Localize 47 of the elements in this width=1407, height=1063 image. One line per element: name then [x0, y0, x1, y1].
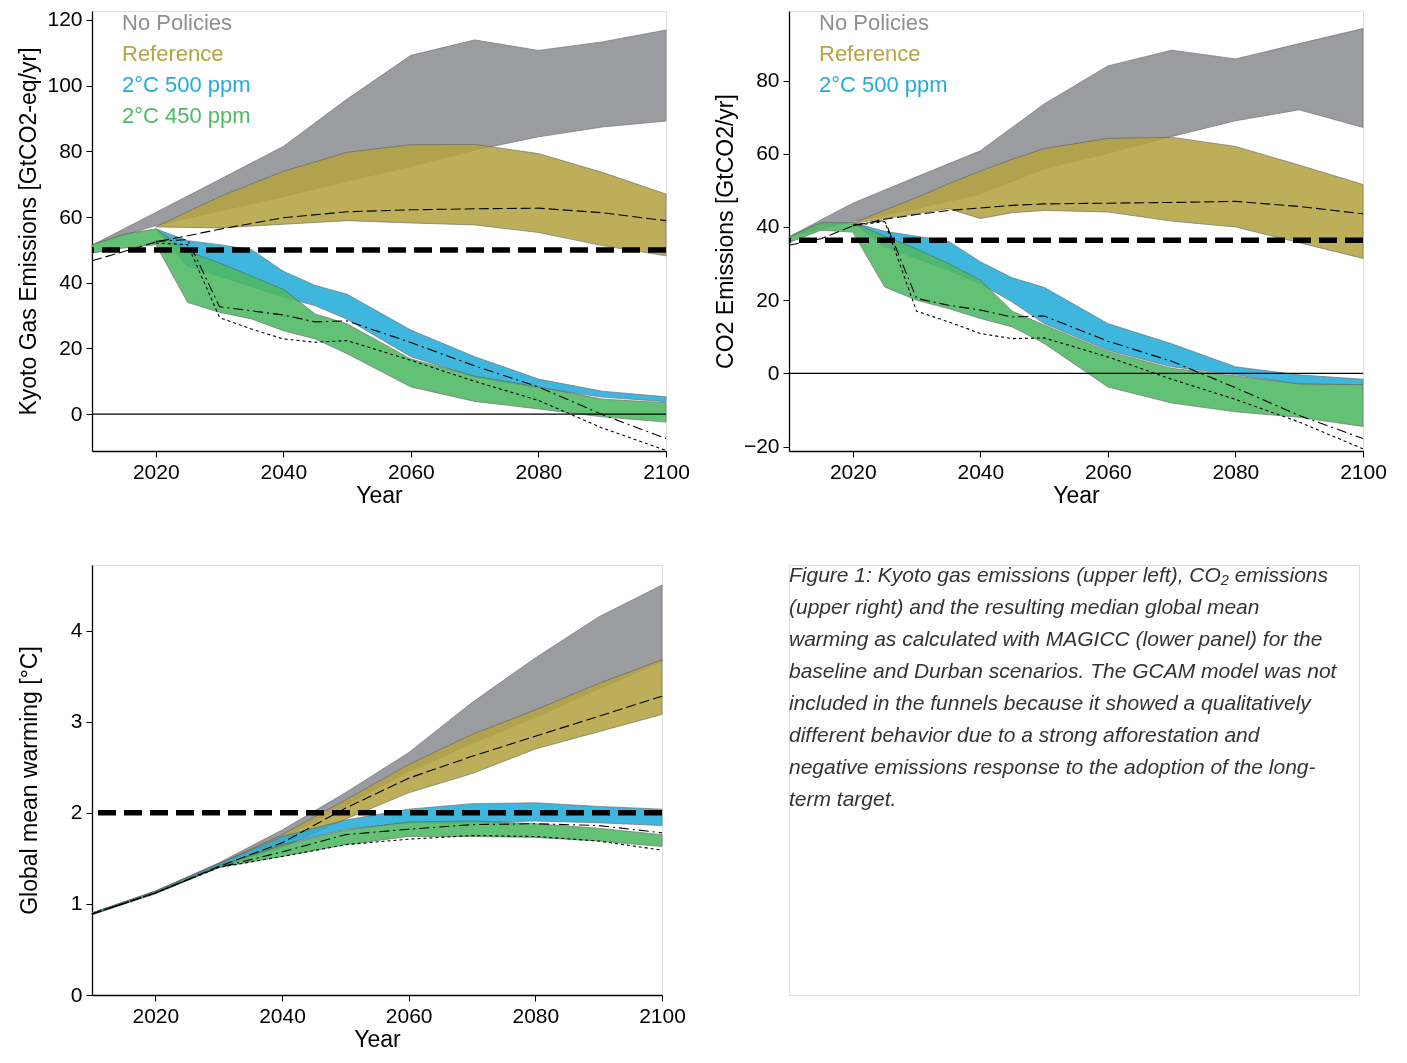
y-tick-label: 100	[47, 73, 83, 97]
x-tick-label: 2080	[1212, 459, 1260, 483]
y-tick-label: −20	[743, 434, 780, 458]
y-tick-label: 120	[47, 7, 83, 31]
x-axis-title: Year	[354, 1025, 402, 1052]
legend-label: Reference	[819, 41, 921, 66]
x-tick-label: 2060	[388, 459, 435, 483]
y-tick-label: 20	[756, 287, 780, 311]
x-tick-label: 2020	[829, 459, 877, 483]
x-tick-label: 2060	[385, 1003, 433, 1027]
x-tick-label: 2020	[132, 459, 180, 483]
y-axis-title: CO2 Emissions [GtCO2/yr]	[711, 94, 738, 369]
y-axis-title: Global mean warming [°C]	[15, 646, 42, 915]
y-tick-label: 1	[70, 891, 83, 915]
x-tick-label: 2060	[1085, 459, 1132, 483]
x-axis-title: Year	[356, 481, 404, 508]
x-tick-label: 2100	[643, 459, 690, 483]
y-tick-label: 80	[59, 138, 83, 162]
y-tick-label: 0	[70, 401, 83, 425]
y-tick-label: 40	[756, 214, 780, 238]
legend-label: 2°C 500 ppm	[122, 72, 251, 97]
y-tick-label: 2	[70, 800, 83, 824]
legend-label: No Policies	[819, 10, 930, 35]
legend-label: 2°C 500 ppm	[819, 72, 948, 97]
x-tick-label: 2080	[512, 1003, 560, 1027]
y-tick-label: 3	[70, 709, 83, 733]
x-tick-label: 2100	[1340, 459, 1387, 483]
x-tick-label: 2040	[260, 459, 308, 483]
x-tick-label: 2100	[639, 1003, 686, 1027]
y-tick-label: 20	[59, 335, 83, 359]
legend-label: Reference	[122, 41, 224, 66]
y-tick-label: 0	[70, 982, 83, 1006]
y-tick-label: 60	[756, 141, 780, 165]
x-tick-label: 2080	[515, 459, 563, 483]
legend-label: No Policies	[122, 10, 233, 35]
x-tick-label: 2040	[259, 1003, 306, 1027]
x-tick-label: 2040	[957, 459, 1005, 483]
y-tick-label: 4	[70, 618, 83, 642]
x-tick-label: 2020	[132, 1003, 180, 1027]
y-tick-label: 80	[756, 68, 780, 92]
y-tick-label: 0	[767, 360, 780, 384]
caption: Figure 1: Kyoto gas emissions (upper left), CO₂ emissions (upper right) and the resulting median global mean warming as calculated with MAGICC (lower panel) for the baseline and Durban scenarios. The GCAM model was not included in the funnels because it showed a qualitatively different behavior due to a strong afforestation and negative emissions response to the adoption of the long-term target.	[789, 563, 1338, 810]
x-axis-title: Year	[1053, 481, 1101, 508]
y-tick-label: 60	[59, 204, 83, 228]
y-axis-title: Kyoto Gas Emissions [GtCO2-eq/yr]	[15, 47, 42, 416]
legend-label: 2°C 450 ppm	[122, 103, 251, 128]
y-tick-label: 40	[59, 270, 83, 294]
